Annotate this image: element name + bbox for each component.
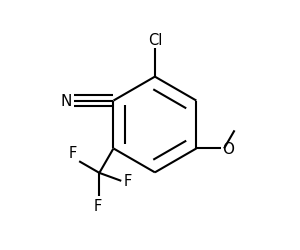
Text: F: F <box>69 146 77 160</box>
Text: F: F <box>123 174 131 188</box>
Text: O: O <box>223 141 235 156</box>
Text: Cl: Cl <box>148 33 162 48</box>
Text: F: F <box>94 198 102 213</box>
Text: N: N <box>61 94 72 109</box>
